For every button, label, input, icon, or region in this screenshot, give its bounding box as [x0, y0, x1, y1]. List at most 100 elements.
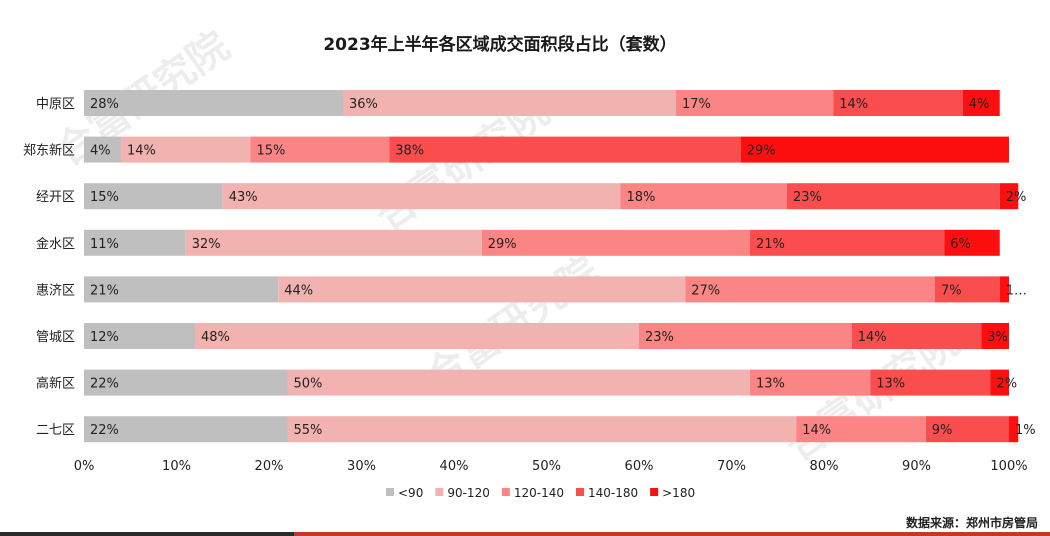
bar-segment	[278, 276, 686, 303]
bar-segment	[481, 229, 750, 256]
bottom-accent-bar	[0, 532, 1050, 536]
bar-segment	[84, 416, 288, 443]
data-label: 48%	[201, 330, 230, 345]
data-label: 29%	[488, 237, 517, 252]
bar-segment	[750, 229, 945, 256]
data-label: 12%	[90, 330, 119, 345]
data-label: 6%	[950, 237, 971, 252]
category-label: 郑东新区	[23, 143, 75, 159]
bar-segment	[185, 229, 482, 256]
data-label: 2%	[1006, 190, 1027, 205]
bar-segment	[851, 323, 982, 349]
data-label: 50%	[294, 377, 323, 392]
data-label: 17%	[682, 97, 711, 112]
bar-segment	[84, 229, 186, 256]
data-label: 22%	[90, 423, 119, 438]
legend-swatch	[435, 488, 444, 496]
data-label: 13%	[756, 377, 785, 392]
category-label: 二七区	[36, 423, 75, 438]
bar-segment	[84, 323, 195, 349]
category-label: 管城区	[36, 330, 75, 345]
bar-segment	[84, 276, 279, 303]
bar-segment	[287, 416, 797, 443]
data-label: 14%	[127, 144, 156, 159]
bar-segment	[990, 369, 1009, 396]
bar-segment	[833, 90, 963, 116]
chart-title: 2023年上半年各区域成交面积段占比（套数）	[323, 35, 677, 55]
x-tick-label: 10%	[162, 459, 191, 474]
legend-swatch	[650, 488, 659, 496]
data-label: 21%	[756, 237, 785, 252]
data-label: 4%	[969, 97, 990, 112]
bar-segment	[121, 136, 251, 163]
category-label: 金水区	[36, 236, 75, 252]
data-label: 1…	[1006, 283, 1027, 298]
data-label: 14%	[802, 423, 831, 438]
legend-label: >180	[662, 486, 695, 500]
x-tick-label: 30%	[347, 459, 376, 474]
bar-segment	[787, 183, 1000, 210]
data-label: 15%	[90, 190, 119, 205]
bar-segment	[620, 183, 787, 210]
data-label: 18%	[627, 190, 656, 205]
bar-segment	[870, 369, 991, 396]
data-label: 7%	[941, 283, 962, 298]
category-label: 经开区	[36, 190, 75, 205]
data-label: 43%	[229, 190, 258, 205]
x-tick-label: 100%	[990, 459, 1027, 474]
x-tick-label: 0%	[74, 459, 95, 474]
bar-segment	[796, 416, 926, 443]
data-label: 27%	[691, 283, 720, 298]
bar-segment	[676, 90, 834, 116]
data-label: 9%	[932, 423, 953, 438]
bar-segment	[1009, 416, 1019, 443]
data-label: 4%	[90, 144, 111, 159]
legend-label: 140-180	[588, 486, 638, 500]
x-tick-label: 50%	[532, 459, 561, 474]
bar-segment	[84, 90, 343, 116]
bar-segment	[84, 136, 121, 163]
data-source-note: 数据来源：郑州市房管局	[905, 516, 1038, 530]
bar-segment	[195, 323, 639, 349]
bar-segment	[287, 369, 750, 396]
data-label: 44%	[284, 283, 313, 298]
category-label: 中原区	[36, 97, 75, 112]
data-label: 15%	[257, 144, 286, 159]
legend-swatch	[501, 488, 510, 496]
legend-swatch	[575, 488, 584, 496]
category-label: 高新区	[36, 376, 75, 392]
data-label: 22%	[90, 377, 119, 392]
data-label: 3%	[987, 330, 1008, 345]
data-label: 2%	[997, 377, 1018, 392]
bar-segment	[222, 183, 621, 210]
bar-segment	[981, 323, 1009, 349]
data-label: 13%	[876, 377, 905, 392]
data-label: 23%	[645, 330, 674, 345]
data-label: 38%	[395, 144, 424, 159]
bar-segment	[639, 323, 852, 349]
data-label: 14%	[839, 97, 868, 112]
x-tick-label: 60%	[625, 459, 654, 474]
bar-segment	[343, 90, 676, 116]
bar-segment	[944, 229, 1000, 256]
bar-segment	[250, 136, 390, 163]
x-tick-label: 80%	[810, 459, 839, 474]
legend-label: 120-140	[514, 486, 564, 500]
data-label: 21%	[90, 283, 119, 298]
bar-segment	[84, 369, 288, 396]
data-label: 36%	[349, 97, 378, 112]
x-tick-label: 40%	[440, 459, 469, 474]
x-tick-label: 90%	[902, 459, 931, 474]
legend-label: <90	[398, 486, 423, 500]
data-label: 23%	[793, 190, 822, 205]
data-label: 1%	[1015, 423, 1036, 438]
bar-segment	[935, 276, 1000, 303]
bar-segment	[389, 136, 741, 163]
x-tick-label: 70%	[717, 459, 746, 474]
data-label: 11%	[90, 237, 119, 252]
bar-segment	[925, 416, 1009, 443]
data-label: 29%	[747, 144, 776, 159]
category-label: 惠济区	[36, 283, 75, 298]
